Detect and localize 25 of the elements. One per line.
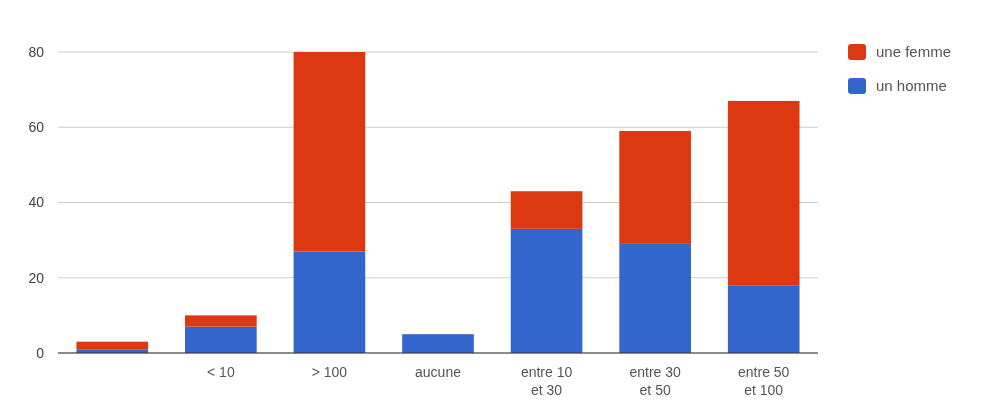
bar [185, 326, 257, 353]
bar [293, 251, 366, 353]
y-tick-label: 20 [28, 269, 45, 286]
x-tick-label: entre 30 et 50 [629, 364, 682, 398]
bar [293, 52, 366, 252]
x-tick-label: entre 50 et 100 [738, 364, 790, 398]
bar [510, 228, 583, 353]
y-tick-label: 80 [28, 43, 45, 60]
bar [727, 285, 800, 353]
bar [619, 131, 691, 244]
bar [510, 191, 583, 229]
y-tick-label: 60 [28, 119, 45, 136]
bar [76, 341, 149, 350]
bar [402, 334, 474, 353]
x-tick-label: aucune [415, 364, 462, 380]
x-tick-label: > 100 [311, 364, 348, 380]
y-tick-label: 0 [36, 344, 45, 361]
y-tick-label: 40 [28, 194, 45, 211]
bar [185, 315, 257, 327]
legend-label: une femme [876, 43, 952, 61]
bar [619, 243, 691, 353]
legend-label: un homme [876, 77, 947, 95]
x-tick-label: entre 10 et 30 [520, 364, 573, 398]
x-tick-label: < 10 [207, 364, 235, 380]
bar [727, 100, 800, 286]
